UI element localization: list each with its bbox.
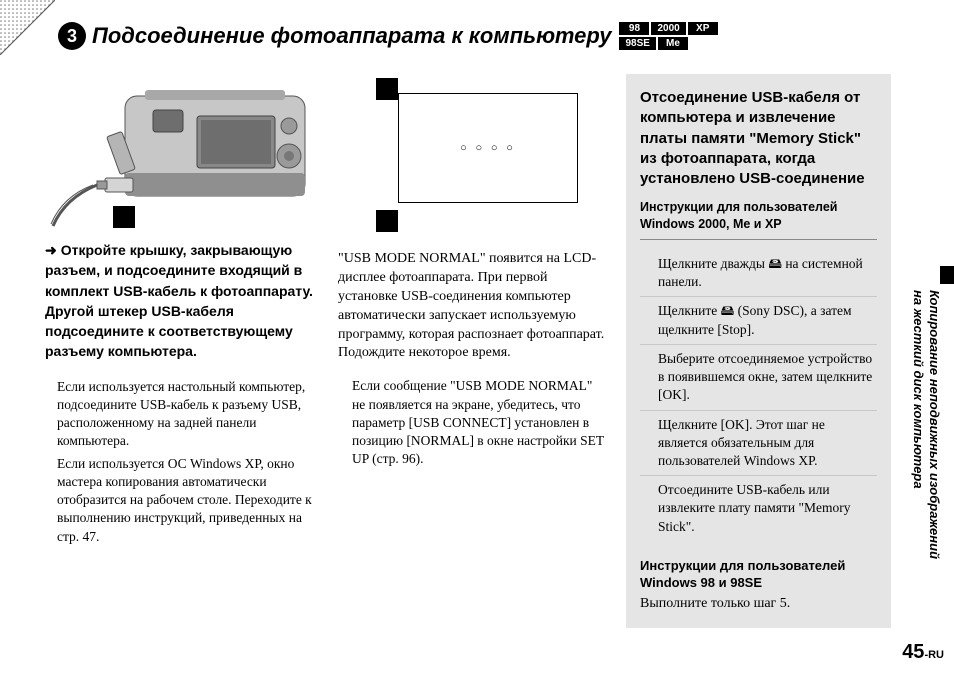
col1-note-2: Если используется ОС Windows XP, окно ма… — [57, 455, 320, 546]
col3-title: Отсоединение USB-кабеля от компьютера и … — [640, 88, 877, 189]
step-item: Щелкните [OK]. Этот шаг не является обяз… — [640, 411, 877, 477]
step-number-badge: 3 — [58, 22, 86, 50]
arrow-icon: ➜ — [45, 240, 57, 260]
vertical-line-2: на жесткий диск компьютера — [911, 290, 926, 489]
os-badge: XP — [688, 22, 718, 35]
section-vertical-label: Копирование неподвижных изображений на ж… — [910, 290, 943, 680]
step-item: Щелкните 🖴 (Sony DSC), а затем щелкните … — [640, 297, 877, 344]
os-badge: 98SE — [619, 37, 655, 50]
vertical-line-1: Копирование неподвижных изображений — [927, 290, 942, 559]
os-badge: 2000 — [651, 22, 685, 35]
col3-subtitle-1: Инструкции для пользователей Windows 200… — [640, 199, 877, 233]
page-title: Подсоединение фотоаппарата к компьютеру — [92, 23, 611, 49]
col2-body: "USB MODE NORMAL" появится на LCD-диспле… — [338, 250, 608, 363]
page-number: 45-RU — [902, 641, 944, 664]
col1-instruction: ➜Откройте крышку, закрывающую разъем, и … — [45, 240, 320, 362]
page-header: 3 Подсоединение фотоаппарата к компьютер… — [28, 22, 914, 50]
page-number-value: 45 — [902, 641, 924, 663]
camera-illustration — [45, 78, 320, 228]
col1-notes: Если используется настольный компьютер, … — [45, 378, 320, 546]
step-item: Отсоедините USB-кабель или извлеките пла… — [640, 476, 877, 541]
steps-list: Щелкните дважды 🖴 на системной панели. Щ… — [640, 250, 877, 541]
col1-instruction-text: Откройте крышку, закрывающую разъем, и п… — [45, 242, 313, 359]
column-3-sidebar: Отсоединение USB-кабеля от компьютера и … — [626, 74, 891, 628]
lcd-figure: ○ ○ ○ ○ — [338, 78, 608, 238]
col2-note: Если сообщение "USB MODE NORMAL" не появ… — [338, 377, 608, 468]
step-item: Щелкните дважды 🖴 на системной панели. — [640, 250, 877, 297]
col3-subtitle-2: Инструкции для пользователей Windows 98 … — [640, 557, 877, 592]
lcd-placeholder-box: ○ ○ ○ ○ — [398, 93, 578, 203]
col3-tail: Выполните только шаг 5. — [640, 594, 877, 614]
divider — [640, 239, 877, 240]
os-badge: 98 — [619, 22, 649, 35]
black-marker-top — [376, 78, 398, 100]
page-number-suffix: -RU — [924, 649, 944, 661]
content-columns: ➜Откройте крышку, закрывающую разъем, и … — [45, 78, 891, 628]
column-1: ➜Откройте крышку, закрывающую разъем, и … — [45, 78, 320, 628]
side-tab — [940, 266, 954, 284]
column-2: ○ ○ ○ ○ "USB MODE NORMAL" появится на LC… — [338, 78, 608, 628]
os-badges: 98 2000 XP 98SE Me — [619, 22, 717, 50]
step-item: Выберите отсоединяемое устройство в появ… — [640, 345, 877, 411]
os-badge: Me — [658, 37, 688, 50]
black-marker-bottom — [376, 210, 398, 232]
col1-note-1: Если используется настольный компьютер, … — [57, 378, 320, 451]
